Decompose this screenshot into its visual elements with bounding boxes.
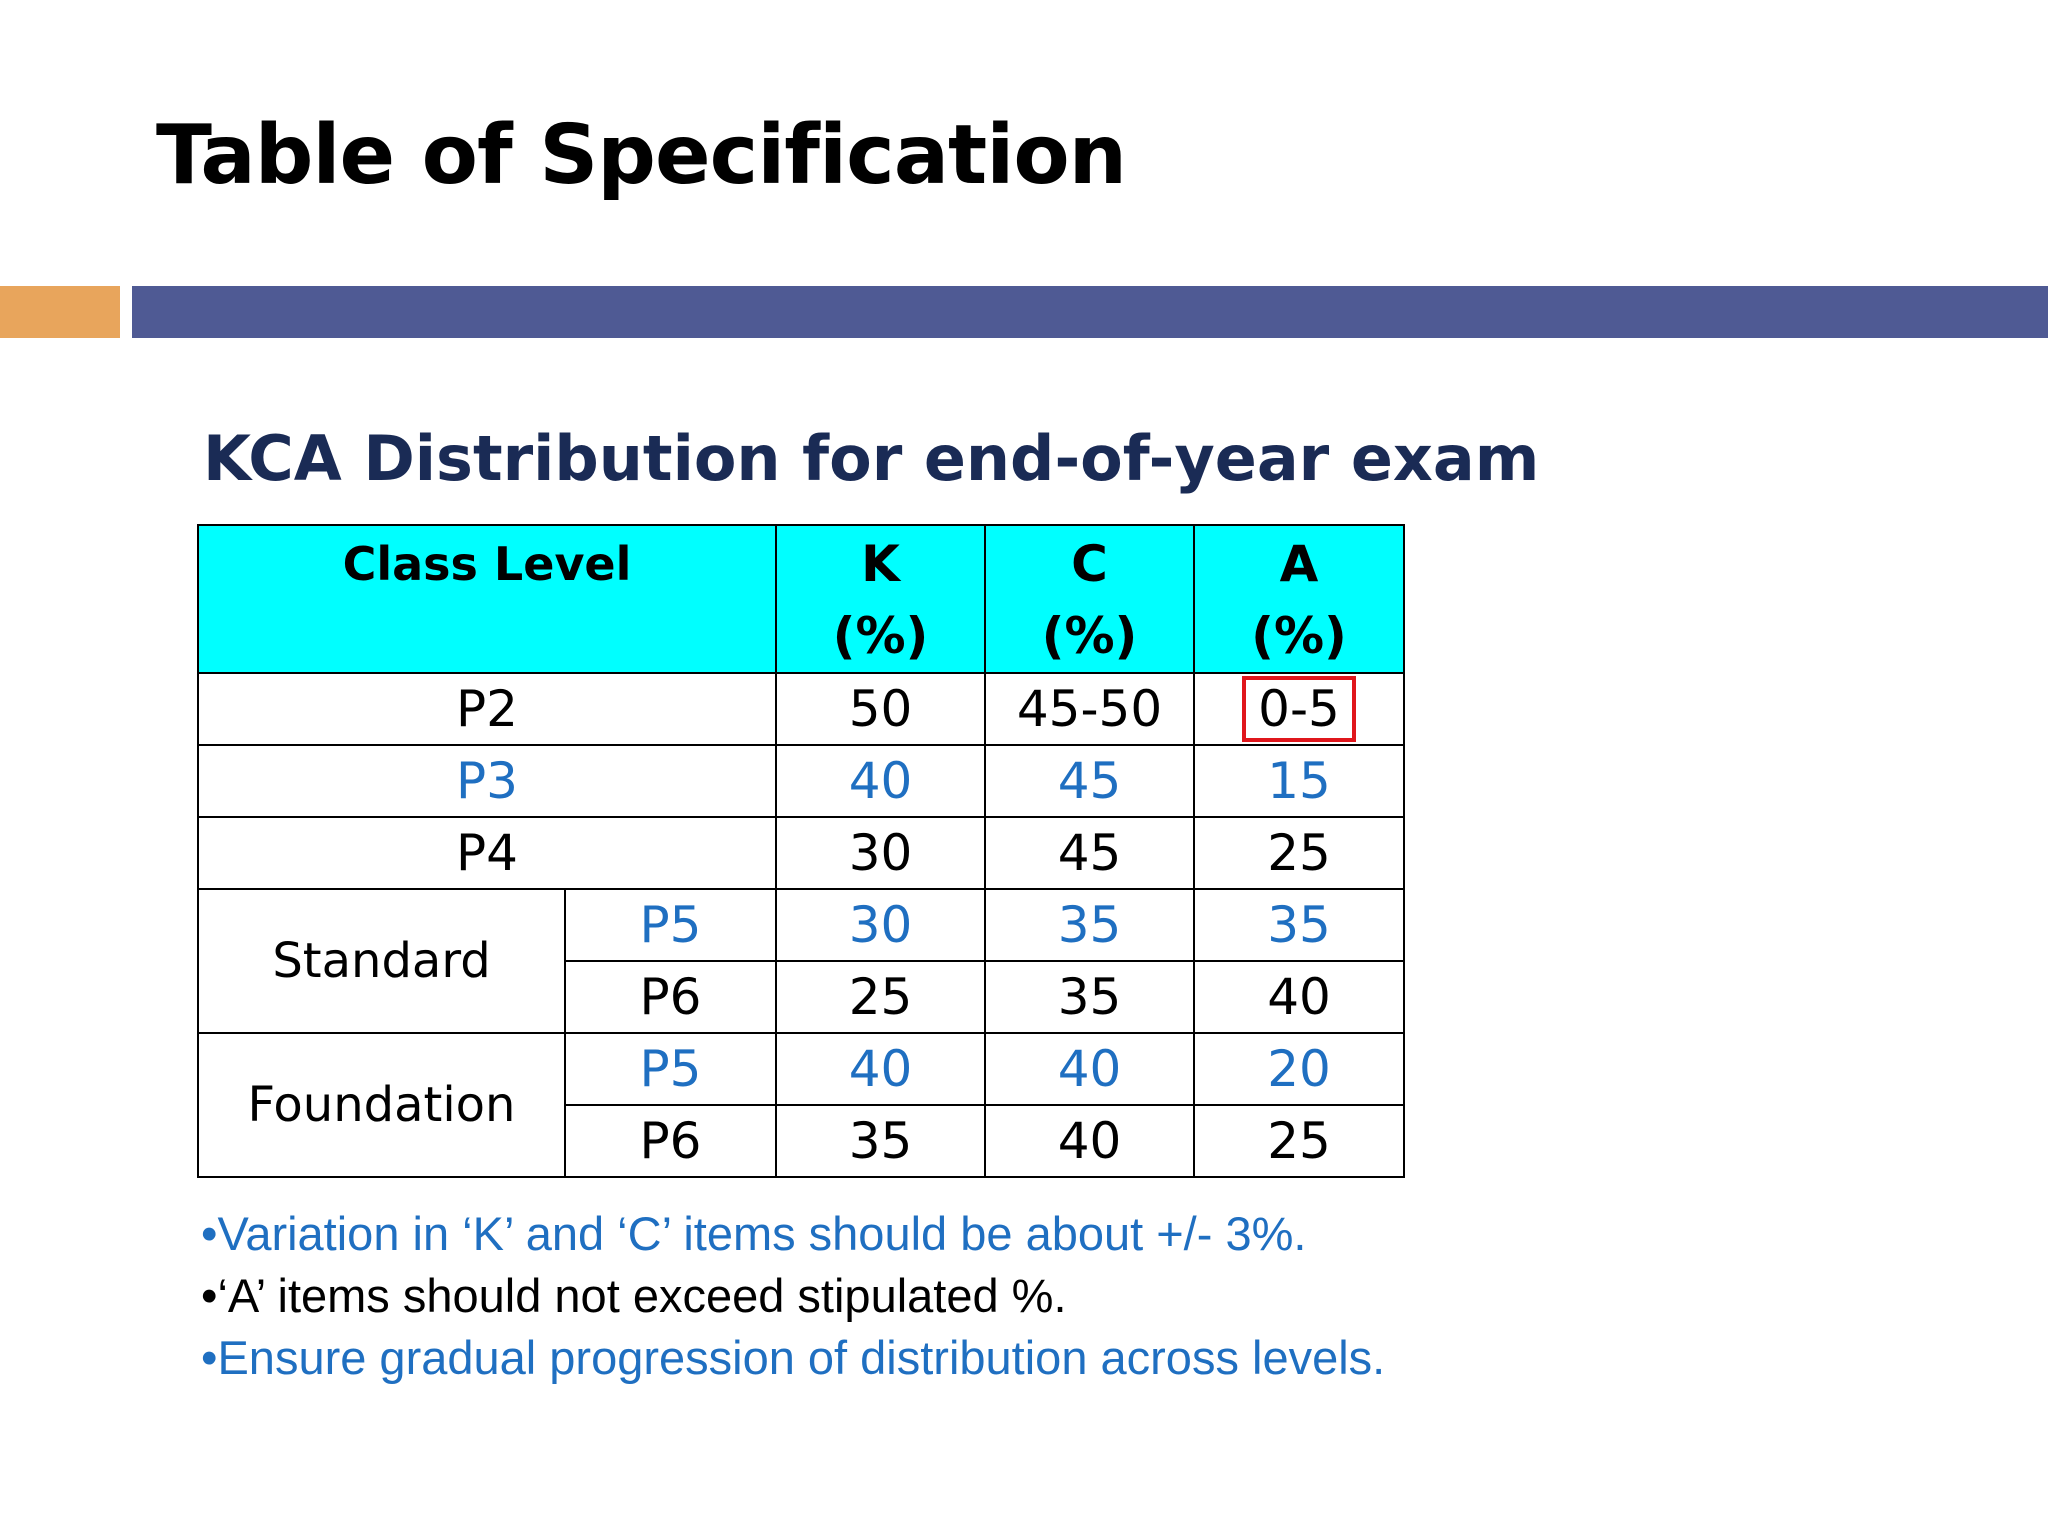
kca-distribution-table: Class Level K (%) C (%) A (%) P2 50 45-5… [197,524,1405,1178]
group-label-foundation: Foundation [197,1032,566,1178]
header-a-label: A [1279,535,1319,593]
table-row: P6 35 40 25 [198,1104,1405,1178]
table-row: P6 25 35 40 [198,960,1405,1034]
header-k: K (%) [775,524,986,674]
table-row: P3 40 45 15 [197,744,1405,818]
k-cell: 50 [775,672,986,746]
slide-title: Table of Specification [156,108,1127,203]
level-cell: P6 [564,1104,777,1178]
a-cell: 25 [1193,816,1405,890]
a-cell: 20 [1193,1032,1405,1106]
k-cell: 30 [775,816,986,890]
c-cell: 40 [984,1032,1195,1106]
table-row: P2 50 45-50 0-5 [197,672,1405,746]
header-c: C (%) [984,524,1195,674]
c-cell: 35 [984,960,1195,1034]
c-cell: 45-50 [984,672,1195,746]
note-progression: •Ensure gradual progression of distribut… [201,1331,1386,1384]
k-cell: 35 [775,1104,986,1178]
c-cell: 45 [984,816,1195,890]
a-cell: 0-5 [1193,672,1405,746]
a-cell: 35 [1193,888,1405,962]
level-cell: P4 [197,816,777,890]
group-label-standard: Standard [197,888,566,1034]
table-row: Standard P5 30 35 35 [197,888,1405,1034]
header-k-label: K [861,535,900,593]
accent-bar [0,286,120,338]
k-cell: 40 [775,1032,986,1106]
a-cell: 40 [1193,960,1405,1034]
header-c-label: C [1071,535,1108,593]
k-cell: 30 [775,888,986,962]
level-cell: P5 [564,1032,777,1106]
header-k-unit: (%) [832,607,929,665]
a-cell: 25 [1193,1104,1405,1178]
c-cell: 45 [984,744,1195,818]
c-cell: 35 [984,888,1195,962]
level-cell: P6 [564,960,777,1034]
highlighted-value: 0-5 [1242,676,1356,742]
note-variation: •Variation in ‘K’ and ‘C’ items should b… [201,1207,1307,1260]
table-row: P4 30 45 25 [197,816,1405,890]
level-cell: P3 [197,744,777,818]
header-a: A (%) [1193,524,1405,674]
level-cell: P5 [564,888,777,962]
k-cell: 25 [775,960,986,1034]
c-cell: 40 [984,1104,1195,1178]
table-row: Foundation P5 40 40 20 [197,1032,1405,1178]
header-c-unit: (%) [1041,607,1138,665]
level-cell: P2 [197,672,777,746]
table-heading: KCA Distribution for end-of-year exam [203,422,1540,495]
title-divider-bar [132,286,2048,338]
a-cell: 15 [1193,744,1405,818]
header-a-unit: (%) [1251,607,1347,665]
k-cell: 40 [775,744,986,818]
table-header-row: Class Level K (%) C (%) A (%) [197,524,1405,674]
note-a-items: •‘A’ items should not exceed stipulated … [201,1269,1067,1322]
header-class-level: Class Level [197,524,777,674]
